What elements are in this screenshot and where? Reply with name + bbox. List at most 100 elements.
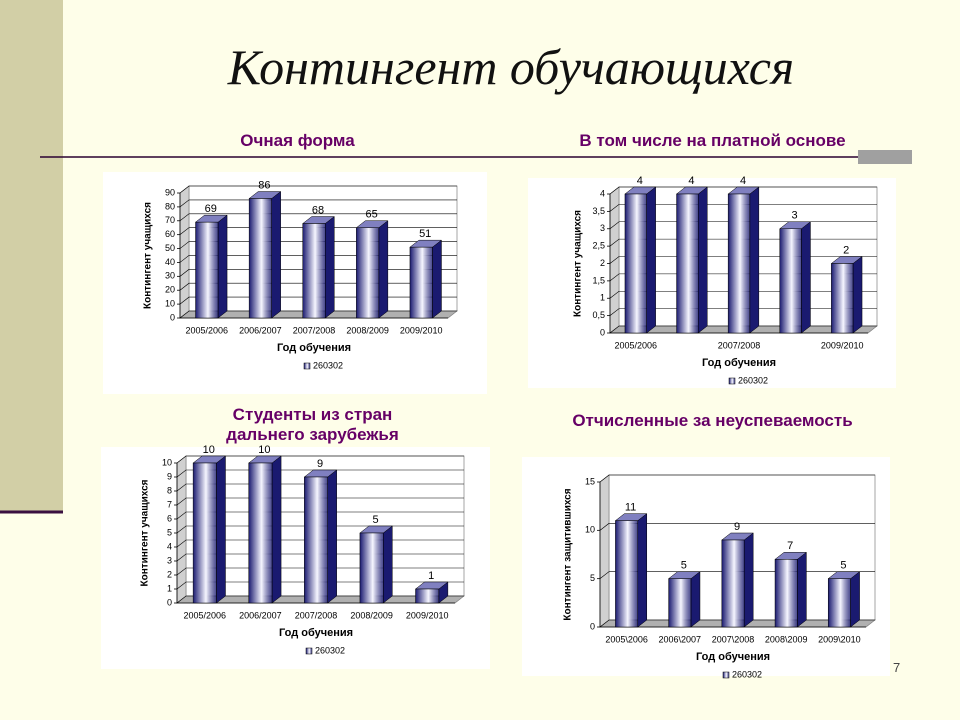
grid-line: [176, 511, 464, 520]
page-number: 7: [893, 660, 901, 675]
x-tick-label: 2008/2009: [350, 610, 393, 620]
bar: [774, 559, 798, 628]
data-label: 9: [317, 458, 323, 470]
bar-side: [797, 551, 807, 628]
y-tick-label: 3: [167, 555, 172, 565]
data-label: 3: [792, 210, 798, 222]
side-strip: [0, 0, 63, 512]
y-tick-label: 1: [600, 293, 605, 303]
bar-side: [697, 186, 708, 334]
data-label: 68: [312, 204, 324, 216]
legend-label: 260302: [315, 645, 345, 655]
x-axis-title: Год обучения: [277, 342, 351, 354]
y-tick-label: 4: [600, 188, 605, 198]
data-label: 51: [419, 228, 431, 240]
data-label: 4: [637, 175, 643, 187]
data-label: 5: [373, 514, 379, 526]
bar-side: [432, 239, 442, 319]
y-tick-label: 5: [167, 527, 172, 537]
bar: [359, 532, 384, 604]
x-tick-label: 2005/2006: [186, 325, 229, 335]
y-tick-label: 3: [600, 223, 605, 233]
bar: [721, 539, 745, 628]
grid-line: [179, 199, 457, 208]
divider-accent: [858, 150, 912, 164]
y-tick-label: 8: [167, 485, 172, 495]
bar: [356, 227, 380, 319]
bar-side: [271, 191, 281, 319]
y-tick-label: 10: [165, 298, 175, 308]
x-tick-label: 2008\2009: [765, 634, 808, 644]
bar: [831, 263, 854, 334]
bar-side: [743, 532, 754, 628]
bar: [668, 578, 692, 628]
data-label: 86: [258, 179, 270, 191]
y-axis-title: Контингент учащихся: [573, 210, 584, 317]
y-tick-label: 6: [167, 513, 172, 523]
x-tick-label: 2007\2008: [712, 634, 755, 644]
chart-title: В том числе на платной основе: [579, 131, 846, 150]
bar: [624, 193, 647, 334]
y-tick-label: 4: [167, 541, 172, 551]
bar: [192, 462, 217, 604]
bar: [615, 520, 639, 628]
y-tick-label: 40: [165, 257, 175, 267]
bar: [302, 223, 326, 319]
chart-title: Отчисленные за неуспеваемость: [572, 411, 853, 430]
x-axis-title: Год обучения: [696, 651, 770, 663]
grid-line: [609, 186, 877, 195]
y-tick-label: 7: [167, 499, 172, 509]
y-tick-label: 2: [600, 258, 605, 268]
legend-label: 260302: [738, 375, 768, 385]
y-tick-label: 3,5: [592, 206, 605, 216]
grid-line: [176, 469, 464, 478]
data-label: 5: [681, 560, 687, 572]
bar-side: [325, 216, 335, 319]
data-label: 9: [734, 521, 740, 533]
bar-side: [271, 455, 282, 604]
y-tick-label: 70: [165, 215, 175, 225]
x-tick-label: 2005/2006: [184, 610, 227, 620]
page-title: Контингент обучающихся: [227, 39, 795, 95]
x-axis-title: Год обучения: [279, 627, 353, 639]
bar: [195, 221, 219, 319]
bar-side: [383, 525, 393, 604]
y-tick-label: 80: [165, 201, 175, 211]
legend-swatch: [303, 362, 311, 370]
y-axis-title: Контингент учащихся: [140, 479, 151, 586]
legend-swatch: [305, 647, 313, 655]
y-tick-label: 10: [585, 525, 595, 535]
y-tick-label: 5: [590, 573, 595, 583]
y-tick-label: 10: [162, 457, 172, 467]
grid-line: [609, 204, 877, 212]
data-label: 2: [843, 244, 849, 256]
plot-side-wall: [599, 474, 610, 628]
data-label: 11: [625, 502, 636, 514]
x-tick-label: 2007/2008: [293, 325, 336, 335]
bar-side: [217, 214, 228, 319]
bar-side: [216, 455, 226, 604]
data-label: 4: [688, 175, 694, 187]
y-tick-label: 2,5: [592, 241, 605, 251]
legend-label: 260302: [313, 360, 343, 370]
x-tick-label: 2009/2010: [821, 340, 864, 350]
data-label: 5: [840, 560, 846, 572]
grid-line: [179, 213, 457, 222]
grid-line: [176, 483, 464, 492]
bar: [304, 476, 328, 604]
bar-side: [801, 221, 811, 334]
legend-swatch: [722, 671, 730, 679]
y-tick-label: 20: [165, 285, 175, 295]
x-axis-title: Год обучения: [702, 357, 776, 369]
x-tick-label: 2009\2010: [818, 634, 861, 644]
y-tick-label: 0: [167, 597, 172, 607]
x-tick-label: 2005\2006: [605, 634, 648, 644]
grid-line: [599, 474, 875, 483]
bar: [779, 228, 802, 334]
x-tick-label: 2008/2009: [346, 325, 389, 335]
bar: [248, 462, 273, 604]
bar: [415, 588, 440, 604]
x-tick-label: 2007/2008: [718, 340, 761, 350]
